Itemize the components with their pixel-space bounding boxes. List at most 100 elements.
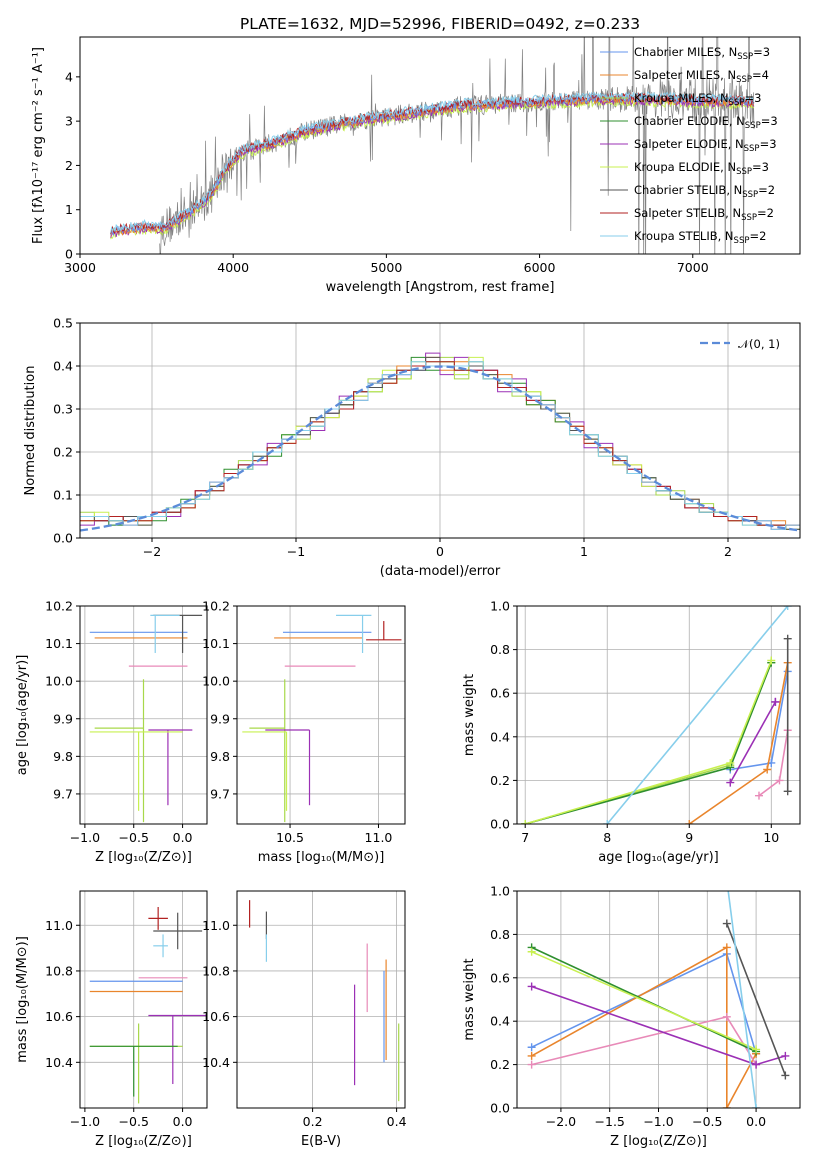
x-tick-label: 3000 [64,260,96,275]
x-tick-label: 6000 [524,260,556,275]
weight-marker [527,1043,536,1052]
y-axis-label: Normed distribution [23,366,38,496]
weight-line-chabrier_elodie [524,662,773,824]
axes-frame [236,605,406,825]
x-axis-label: Z [log₁₀(Z/Z⊙)] [95,850,192,865]
plot-area [110,37,755,254]
plot-area [89,906,207,1104]
mass-vs-metallicity-panel: −1.0 −0.5 0.0 10.4 10.6 10.8 11.0 Z [log₁₀(Z/Z⊙… [15,890,208,1149]
weight-line-salpeter_miles [531,946,757,1108]
weight-marker [752,1045,761,1054]
x-tick-label: −1.0 [70,830,100,845]
y-axis-label: age [log₁₀(age/yr)] [15,655,30,776]
weight-line-kroupa_elodie [531,951,757,1051]
y-tick-label: 0.0 [490,817,510,832]
legend-entry: Chabrier MILES, NSSP=3 [634,45,770,62]
x-tick-label: −1 [287,544,305,559]
plot-area [89,614,203,823]
weight-line-kroupa_stelib [606,606,789,824]
weight-line-chabrier_stelib [726,923,787,1076]
y-tick-label: 1.0 [490,599,510,614]
y-tick-label: 1 [65,202,73,217]
y-tick-label: 10.6 [202,1009,230,1024]
x-tick-label: 10.5 [276,830,304,845]
weight-line-kroupa_miles [524,662,773,824]
weight-marker [752,1060,761,1069]
weight-marker [763,765,772,774]
x-tick-label: −0.5 [692,1114,722,1129]
y-axis-label: mass weight [462,958,477,1040]
y-tick-label: 0 [65,247,73,262]
weight-marker [722,919,731,928]
y-tick-label: 10.6 [45,1009,73,1024]
weight-marker [783,787,792,796]
y-tick-label: 0.2 [490,1057,510,1072]
weight-marker [527,1051,536,1060]
x-tick-label: 2 [724,544,732,559]
weight-marker [726,758,735,767]
x-tick-label: −1.0 [643,1114,673,1129]
y-tick-label: 0.4 [53,359,73,374]
weight-line-chabrier_miles [531,952,757,1055]
y-tick-label: 10.4 [45,1055,73,1070]
x-tick-label: −1.0 [70,1114,100,1129]
x-tick-label: 9 [685,830,693,845]
y-tick-label: 10.8 [45,963,73,978]
y-tick-label: 11.0 [45,918,73,933]
y-tick-label: 10.0 [202,674,230,689]
legend-entry: Kroupa MILES, NSSP=3 [634,91,761,108]
residual-histogram-panel: −2 −1 0 1 2 0.0 0.1 0.2 0.3 0.4 0.5 (data-model)/er… [23,316,801,579]
y-tick-label: 0.8 [490,927,510,942]
weight-marker [767,656,776,665]
y-tick-label: 0.2 [490,773,510,788]
weight-marker [685,820,694,824]
x-tick-label: 0.0 [173,830,193,845]
legend-entry: Salpeter MILES, NSSP=4 [634,68,769,85]
x-tick-label: 7000 [677,260,709,275]
weight-line-chabrier_elodie [531,946,757,1053]
axes-frame [236,890,406,1109]
weight-marker [723,876,731,884]
x-tick-label: 0.4 [387,1114,407,1129]
weight-line-kroupa_elodie [524,660,773,824]
weight-line-kroupa_stelib [727,891,757,1108]
y-tick-label: 0.6 [490,686,510,701]
weight-marker [722,1104,731,1108]
plot-area [527,876,790,1108]
y-axis-label: mass weight [462,674,477,756]
y-tick-label: 0.6 [490,970,510,985]
y-tick-label: 10.4 [202,1055,230,1070]
x-axis-label: Z [log₁₀(Z/Z⊙)] [610,1134,707,1149]
y-tick-label: 4 [65,69,73,84]
axes-frame [516,605,801,825]
x-tick-label: −1.5 [595,1114,625,1129]
normal-distribution-curve [80,365,800,532]
x-tick-label: 0 [436,544,444,559]
legend-entry: Kroupa STELIB, NSSP=2 [634,229,766,246]
weight-marker [771,697,780,706]
figure-title: PLATE=1632, MJD=52996, FIBERID=0492, z=0… [240,15,640,33]
x-tick-label: −0.5 [119,830,149,845]
y-tick-label: 0.5 [53,316,73,331]
y-tick-label: 2 [65,158,73,173]
y-tick-label: 10.1 [202,636,230,651]
weight-vs-metallicity-panel: −2.0 −1.5 −1.0 −0.5 0.0 0.0 0.2 0.4 0.6 0.8 1.0 Z [… [462,876,801,1149]
axes-frame [79,605,208,825]
x-axis-label: (data-model)/error [380,564,501,579]
y-tick-label: 0.2 [53,445,73,460]
y-tick-label: 9.8 [53,749,73,764]
age-vs-mass-panel: 10.5 11.0 9.7 9.8 9.9 10.0 10.1 10.2 mass [log₁₀… [202,599,406,865]
y-tick-label: 0.4 [490,729,510,744]
axes-frame [79,322,801,539]
x-tick-label: 5000 [370,260,402,275]
weight-marker [527,947,536,956]
weight-line-pink [531,1015,757,1066]
y-tick-label: 10.1 [45,636,73,651]
weight-marker [752,1104,761,1108]
x-tick-label: 11.0 [365,830,393,845]
legend-entry: Salpeter STELIB, NSSP=2 [634,206,774,223]
x-axis-label: E(B-V) [301,1134,341,1149]
x-tick-label: −2 [143,544,161,559]
legend-entry: Chabrier ELODIE, NSSP=3 [634,114,778,131]
x-tick-label: 8 [603,830,611,845]
